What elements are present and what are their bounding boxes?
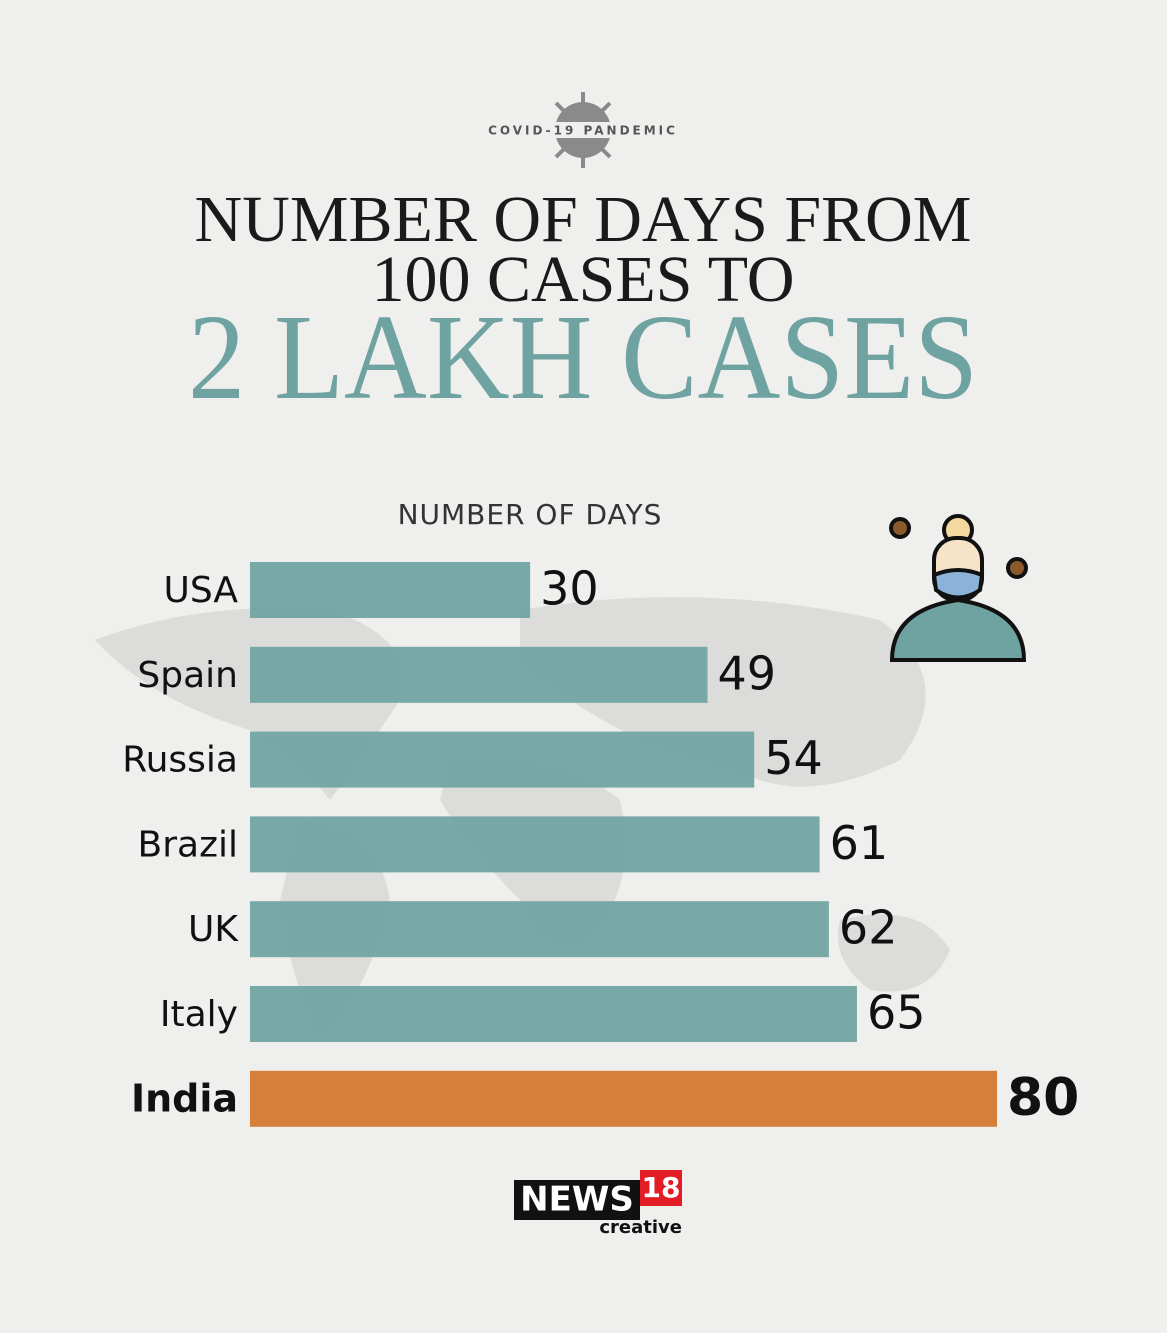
bar (250, 646, 708, 703)
title-line: 100 CASES TO (371, 243, 794, 316)
logo-tagline: creative (599, 1217, 682, 1238)
logo-brand: NEWS (520, 1180, 634, 1220)
category-label: UK (188, 909, 239, 950)
value-label: 54 (764, 731, 823, 785)
bar (250, 816, 820, 873)
bar (250, 731, 755, 788)
bar (250, 901, 829, 958)
category-label: Brazil (138, 824, 238, 865)
nurse-icon (889, 514, 1028, 662)
virus-icon (480, 92, 686, 168)
logo: NEWS 18 creative (514, 1170, 682, 1238)
title-line: NUMBER OF DAYS FROM (195, 183, 972, 256)
category-label: Russia (122, 740, 238, 781)
bars: USA 30 Spain 49 Russia 54 Brazil 61 UK 62 Italy 65 I… (122, 562, 1079, 1128)
value-label: 61 (830, 816, 889, 870)
value-label: 80 (1007, 1068, 1079, 1128)
bar (250, 986, 857, 1042)
value-label: 65 (867, 986, 926, 1040)
value-label: 62 (839, 901, 898, 955)
logo-box (514, 1180, 640, 1220)
logo-number: 18 (642, 1171, 681, 1204)
category-label: USA (164, 570, 239, 611)
value-label: 30 (540, 562, 599, 616)
value-label: 49 (718, 646, 777, 700)
category-label: Italy (160, 994, 238, 1035)
bar (250, 562, 531, 618)
logo-box (640, 1170, 682, 1206)
category-label: India (131, 1076, 238, 1120)
x-axis-label: NUMBER OF DAYS (398, 498, 663, 531)
bar (250, 1070, 997, 1127)
headline: 2 LAKH CASES (188, 290, 978, 425)
kicker: COVID-19 PANDEMIC (488, 124, 678, 138)
category-label: Spain (137, 655, 238, 696)
